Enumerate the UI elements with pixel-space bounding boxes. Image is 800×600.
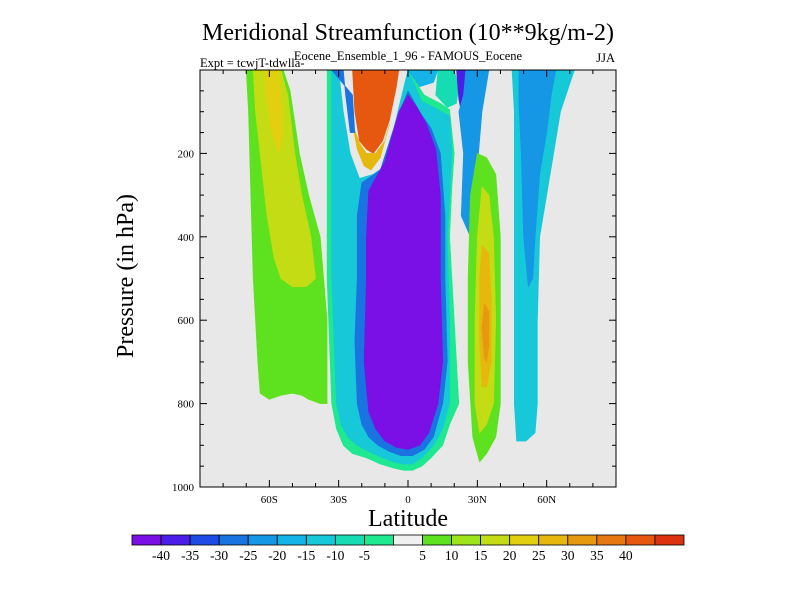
chart-subtitle: Eocene_Ensemble_1_96 - FAMOUS_Eocene [294,49,523,63]
chart-title: Meridional Streamfunction (10**9kg/m-2) [202,20,614,46]
contour-regions [245,69,575,471]
season-label: JJA [596,51,615,65]
contour-region-hadley-core [363,94,444,450]
x-axis-label: Latitude [368,506,448,532]
axis-ticks: 60S 30S 0 30N 60N 200 400 600 800 1000 [172,70,616,506]
colorbar-swatch [596,534,627,546]
plot-area: 60S 30S 0 30N 60N 200 400 600 800 1000 [172,69,617,506]
colorbar-label: 10 [445,548,459,563]
y-axis-label: Pressure (in hPa) [113,194,139,358]
colorbar-label: 20 [503,548,517,563]
colorbar-swatch [567,534,598,546]
colorbar-label: -40 [152,548,170,563]
colorbar-label: -25 [239,548,257,563]
colorbar-label: -30 [210,548,228,563]
x-tick-label: 0 [405,494,411,506]
colorbar-swatch [422,534,452,546]
y-tick-label: 600 [178,315,195,327]
x-tick-label: 60N [537,494,556,506]
contour-region-nh-ferrel-peak [481,303,490,363]
colorbar-swatch [334,534,365,546]
colorbar-label: 40 [619,548,633,563]
colorbar-label: -10 [326,548,344,563]
colorbar-swatch [480,534,511,546]
colorbar-swatch [625,534,656,546]
colorbar-swatch [276,534,307,546]
x-tick-label: 60S [261,494,278,506]
colorbar-label: 5 [419,548,426,563]
contour-region-nh-polar-core [518,69,557,288]
contour-region-sh-upper-rim [352,123,390,171]
colorbar-label: 15 [474,548,488,563]
y-tick-label: 1000 [172,482,195,494]
colorbar-swatch [218,534,249,546]
colorbar-swatch [393,534,423,546]
colorbar-label: -5 [359,548,370,563]
colorbar: -40 -35 -30 -25 -20 -15 -10 -5 5 10 15 20 25 30 35 40 [131,534,685,563]
colorbar-swatch [451,534,482,546]
y-tick-label: 200 [178,148,195,160]
colorbar-label: -20 [268,548,286,563]
colorbar-swatch [509,534,540,546]
colorbar-swatch [131,534,162,546]
colorbar-swatch [364,534,394,546]
contour-region-sh-upper-wedge [352,69,400,154]
colorbar-label: 30 [561,548,575,563]
colorbar-swatch [247,534,278,546]
colorbar-swatch [160,534,191,546]
colorbar-swatch [654,534,685,546]
colorbar-swatch [305,534,336,546]
y-tick-label: 400 [178,232,195,244]
x-tick-label: 30N [468,494,487,506]
contour-region-sh-ferrel-core [264,69,284,154]
colorbar-label: 25 [532,548,546,563]
colorbar-label: 35 [590,548,604,563]
x-tick-label: 30S [330,494,347,506]
colorbar-label: -15 [297,548,315,563]
contour-region-sh-ferrel-inner [252,69,316,288]
colorbar-swatch [538,534,569,546]
colorbar-label: -35 [181,548,199,563]
y-tick-label: 800 [178,399,195,411]
contour-region-nh-descending-edge [458,69,490,238]
experiment-label: Expt = tcwjT-tdwlla- [200,56,305,70]
colorbar-swatch [189,534,220,546]
